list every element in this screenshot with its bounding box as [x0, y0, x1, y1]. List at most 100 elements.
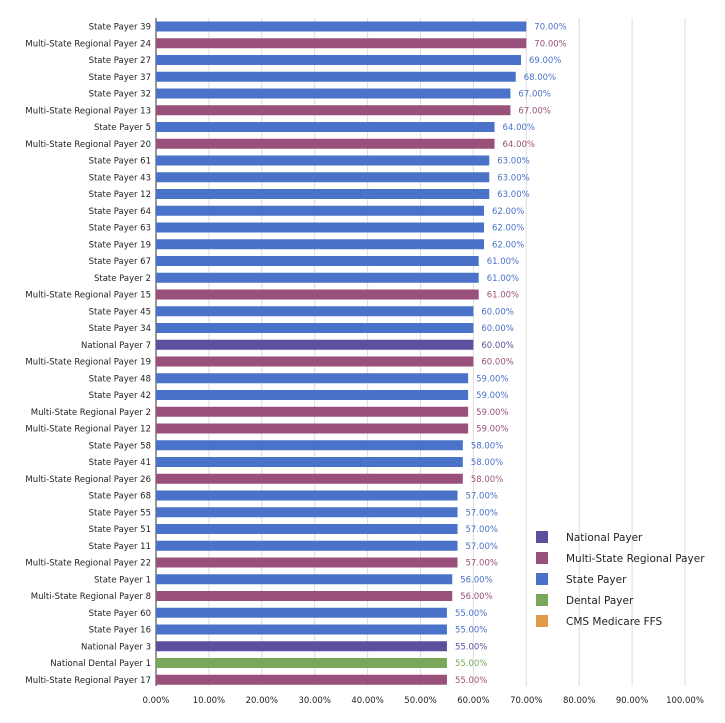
category-label: State Payer 58: [89, 441, 151, 451]
bar: [156, 138, 495, 149]
category-label: State Payer 41: [89, 458, 151, 468]
data-label: 61.00%: [487, 291, 519, 301]
category-label: Multi-State Regional Payer 26: [25, 475, 151, 485]
category-label: Multi-State Regional Payer 8: [31, 592, 151, 602]
bar: [156, 205, 484, 216]
data-label: 56.00%: [460, 592, 492, 602]
x-axis-ticks: 0.00% 10.00% 20.00% 30.00% 40.00% 50.00% 60.00…: [142, 696, 703, 706]
category-label: State Payer 42: [89, 391, 151, 401]
data-label: 58.00%: [471, 475, 503, 485]
category-label: State Payer 16: [89, 626, 151, 636]
x-tick-label: 60.00%: [457, 696, 489, 706]
legend-label: CMS Medicare FFS: [566, 616, 662, 628]
data-label: 58.00%: [471, 458, 503, 468]
legend-swatch: [536, 573, 548, 585]
legend-label: Multi-State Regional Payer: [566, 553, 705, 565]
x-tick-label: 10.00%: [193, 696, 225, 706]
category-label: Multi-State Regional Payer 20: [25, 140, 151, 150]
data-label: 63.00%: [497, 173, 529, 183]
data-label: 59.00%: [476, 391, 508, 401]
data-label: 61.00%: [487, 274, 519, 284]
bar: [156, 624, 447, 635]
category-label: State Payer 2: [94, 274, 151, 284]
bar: [156, 574, 453, 585]
legend-swatch: [536, 531, 548, 543]
x-tick-label: 40.00%: [351, 696, 383, 706]
category-label: State Payer 61: [89, 157, 151, 167]
data-label: 64.00%: [503, 123, 535, 133]
data-label: 61.00%: [487, 257, 519, 267]
bar: [156, 222, 484, 233]
data-label: 57.00%: [466, 559, 498, 569]
bar: [156, 540, 458, 551]
bar: [156, 507, 458, 518]
category-label: State Payer 63: [89, 224, 151, 234]
data-label: 68.00%: [524, 73, 556, 83]
data-label: 58.00%: [471, 441, 503, 451]
category-label: Multi-State Regional Payer 2: [31, 408, 151, 418]
legend-swatch: [536, 615, 548, 627]
bar: [156, 71, 516, 82]
bar: [156, 658, 447, 668]
category-label: Multi-State Regional Payer 24: [25, 39, 151, 49]
x-tick-label: 90.00%: [616, 696, 648, 706]
bar: [156, 674, 447, 685]
category-label: State Payer 39: [89, 23, 151, 33]
data-label: 56.00%: [460, 575, 492, 585]
bar: [156, 457, 463, 467]
data-label: 67.00%: [518, 90, 550, 100]
x-tick-label: 20.00%: [246, 696, 278, 706]
bar: [156, 423, 469, 434]
bar: [156, 323, 474, 333]
bar: [156, 641, 447, 652]
x-tick-label: 100.00%: [666, 696, 704, 706]
data-label: 59.00%: [476, 408, 508, 418]
category-label: Multi-State Regional Payer 19: [25, 358, 151, 368]
data-label: 64.00%: [503, 140, 535, 150]
bar: [156, 105, 511, 116]
bar: [156, 155, 490, 166]
category-label: National Payer 7: [81, 341, 151, 351]
data-label: 57.00%: [466, 542, 498, 552]
data-label: 57.00%: [466, 492, 498, 502]
bar: [156, 591, 453, 601]
data-label: 63.00%: [497, 157, 529, 167]
category-label: State Payer 67: [89, 257, 151, 267]
x-tick-label: 0.00%: [142, 696, 169, 706]
bar: [156, 21, 527, 32]
data-label: 70.00%: [534, 23, 566, 33]
category-label: State Payer 64: [89, 207, 151, 217]
category-label: National Dental Payer 1: [50, 659, 151, 669]
category-label: State Payer 1: [94, 575, 151, 585]
bar: [156, 440, 463, 451]
category-label: State Payer 48: [89, 374, 151, 384]
category-label: State Payer 45: [89, 307, 151, 317]
data-label: 63.00%: [497, 190, 529, 200]
data-label: 67.00%: [518, 106, 550, 116]
category-label: State Payer 5: [94, 123, 151, 133]
data-label: 59.00%: [476, 425, 508, 435]
data-label: 55.00%: [455, 609, 487, 619]
category-label: Multi-State Regional Payer 12: [25, 425, 151, 435]
x-tick-label: 70.00%: [510, 696, 542, 706]
bar: [156, 557, 458, 568]
data-label: 69.00%: [529, 56, 561, 66]
x-tick-label: 80.00%: [563, 696, 595, 706]
bar: [156, 306, 474, 317]
data-label: 60.00%: [481, 324, 513, 334]
bar: [156, 256, 479, 266]
bar: [156, 473, 463, 484]
data-label: 60.00%: [481, 341, 513, 351]
bar: [156, 239, 484, 250]
category-label: Multi-State Regional Payer 17: [25, 676, 151, 686]
legend-swatch: [536, 594, 548, 606]
data-label: 55.00%: [455, 676, 487, 686]
legend-label: National Payer: [566, 532, 643, 544]
data-label: 57.00%: [466, 508, 498, 518]
bar: [156, 172, 490, 183]
bar: [156, 373, 469, 384]
legend: National Payer Multi-State Regional Payer…: [536, 531, 705, 628]
category-label: Multi-State Regional Payer 22: [25, 559, 151, 569]
bars: State Payer 39 70.00% Multi-State Regional…: [25, 21, 567, 686]
